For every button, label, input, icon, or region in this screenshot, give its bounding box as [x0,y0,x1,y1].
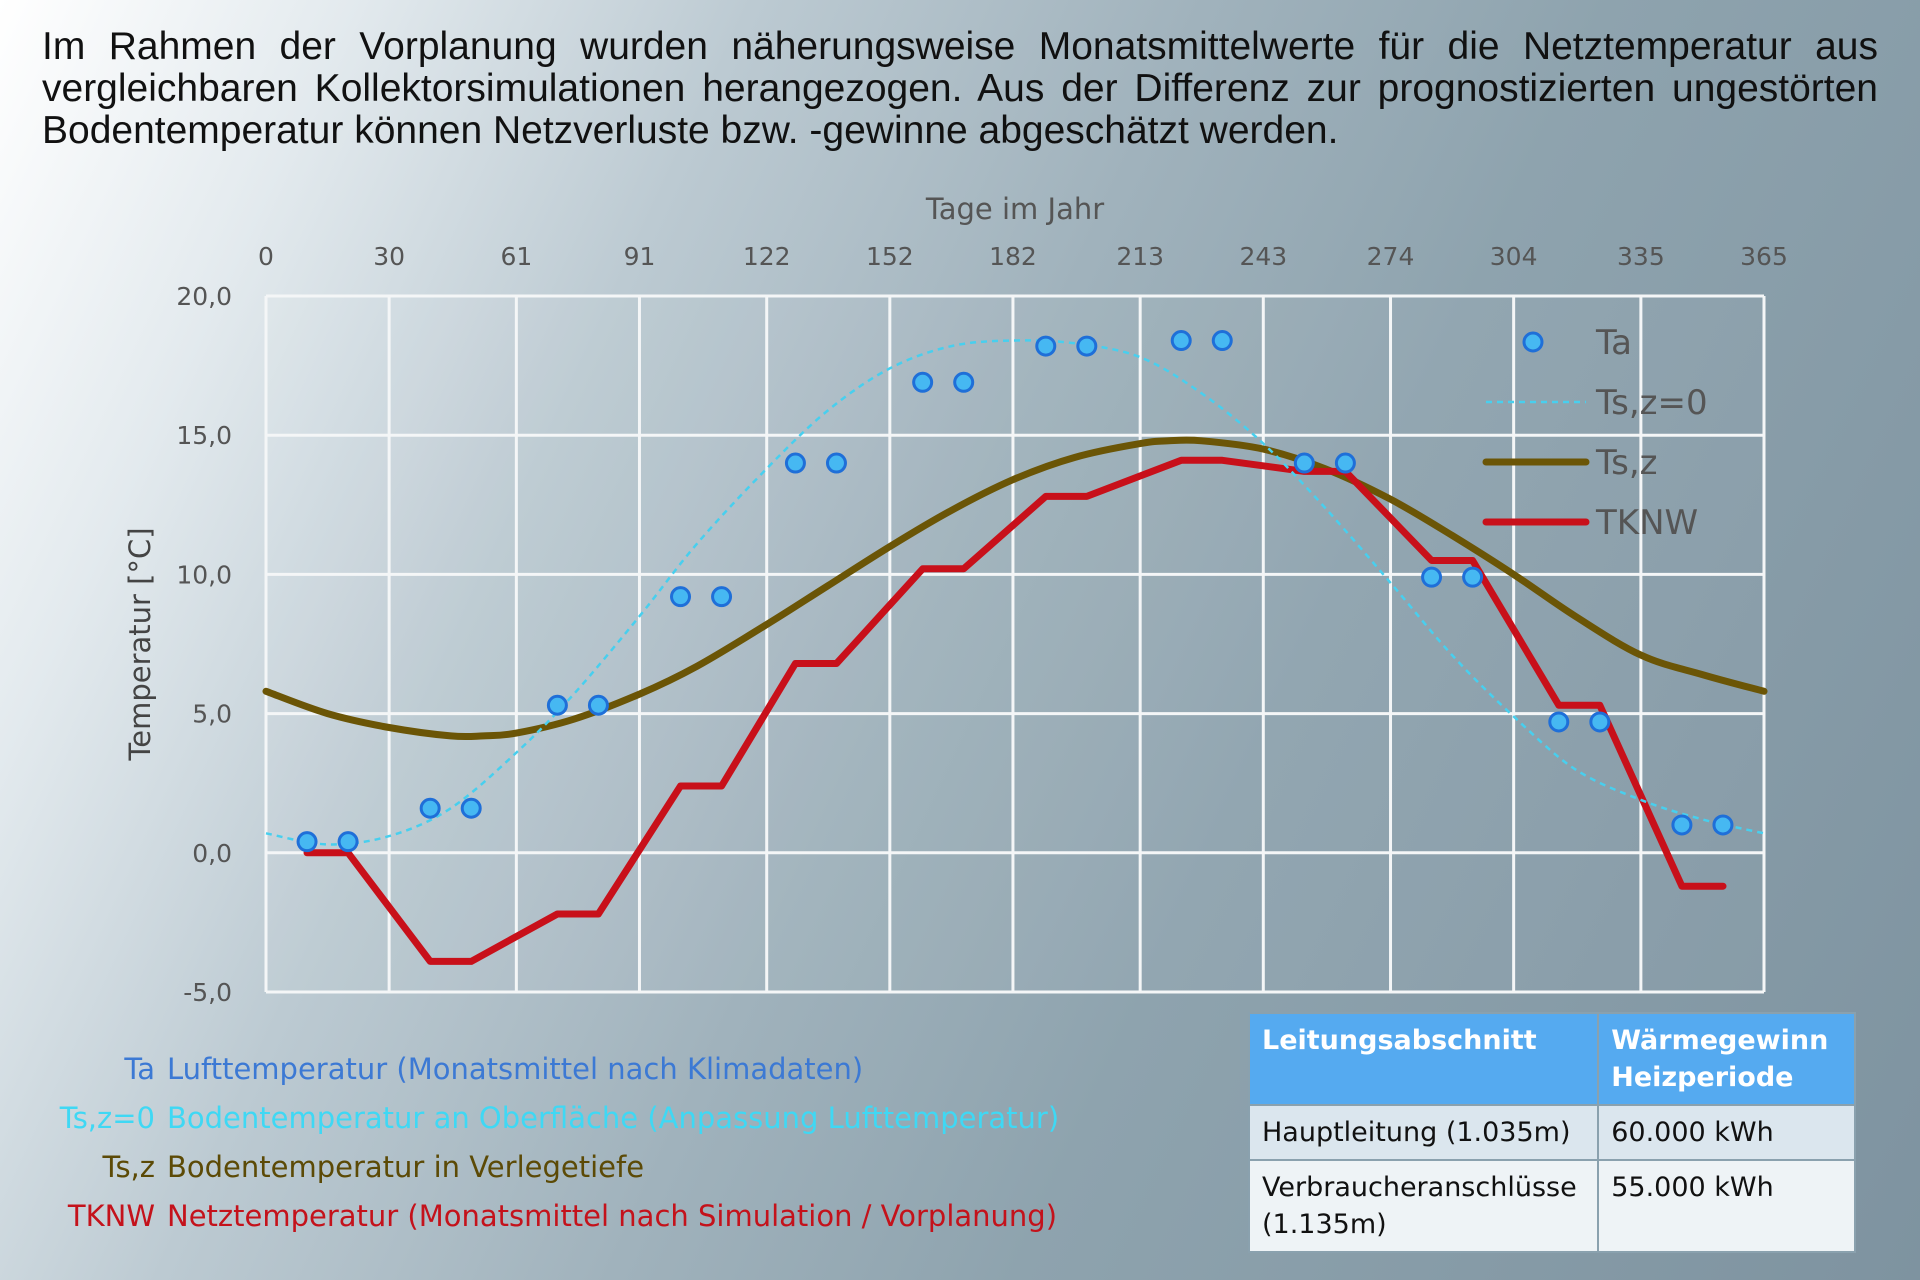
legend-label-tknw: TKNW [1595,503,1698,543]
x-axis-title: Tage im Jahr [925,192,1104,226]
grid [264,294,1766,994]
x-tick-label: 335 [1617,242,1665,271]
x-tick-label: 365 [1740,242,1788,271]
ta-point [1421,566,1443,588]
y-tick-label: 5,0 [192,700,232,729]
ta-point [912,371,934,393]
legend-label-tsz: Ts,z [1595,443,1658,483]
note-ta: Ta Lufttemperatur (Monatsmittel nach Kli… [0,1045,1059,1094]
x-tick-label: 304 [1490,242,1538,271]
legend-label-ts0: Ts,z=0 [1595,383,1708,423]
note-ts0-code: Ts,z=0 [59,1101,155,1135]
ta-point [784,452,806,474]
series-layer [262,330,1768,965]
table-cell-section: Verbraucheranschlüsse (1.135m) [1247,1159,1600,1253]
y-tick-label: 20,0 [176,282,232,311]
y-tick-label: -5,0 [183,978,232,1007]
table-header-row: Leitungsabschnitt Wärmegewinn Heizperiod… [1247,1012,1856,1106]
ta-point [1462,566,1484,588]
note-tknw-text: Netztemperatur (Monatsmittel nach Simula… [167,1199,1058,1233]
x-tick-label: 91 [624,242,656,271]
series-line-tsz [262,436,1768,741]
ta-point [296,831,318,853]
x-tick-label: 274 [1367,242,1415,271]
ta-point [1671,814,1693,836]
y-tick-label: 10,0 [176,560,232,589]
table-cell-section: Hauptleitung (1.035m) [1247,1104,1600,1161]
ta-point [460,797,482,819]
x-tick-label: 243 [1239,242,1287,271]
y-axis-title: Temperatur [°C] [123,527,157,761]
temperature-chart: Tage im Jahr Temperatur [°C] 0 30 61 91 122 1… [123,192,1788,1007]
intro-paragraph: Im Rahmen der Vorplanung wurden näherung… [42,25,1878,152]
note-tsz: Ts,z Bodentemperatur in Verlegetiefe [0,1143,1059,1192]
note-tsz-code: Ts,z [102,1150,155,1184]
ta-point [1076,335,1098,357]
x-tick-label: 122 [743,242,791,271]
note-ta-text: Lufttemperatur (Monatsmittel nach Klimad… [167,1052,864,1086]
series-line-ts0 [265,339,1765,846]
note-tknw-code: TKNW [67,1199,155,1233]
x-tick-label: 61 [500,242,532,271]
ta-point [953,371,975,393]
note-tknw: TKNW Netztemperatur (Monatsmittel nach S… [0,1192,1059,1241]
x-tick-label: 182 [989,242,1037,271]
series-descriptions: Ta Lufttemperatur (Monatsmittel nach Kli… [0,1045,1059,1241]
ta-point [546,694,568,716]
table-row: Hauptleitung (1.035m) 60.000 kWh [1247,1104,1856,1161]
y-tick-label: 0,0 [192,839,232,868]
table-cell-gain: 55.000 kWh [1597,1159,1856,1253]
x-tick-label: 30 [373,242,405,271]
note-ta-code: Ta [124,1052,155,1086]
heat-gain-table: Leitungsabschnitt Wärmegewinn Heizperiod… [1247,1012,1856,1253]
x-tick-label: 152 [866,242,914,271]
ta-point [1035,335,1057,357]
note-ts0: Ts,z=0 Bodentemperatur an Oberfläche (An… [0,1094,1059,1143]
ta-point [419,797,441,819]
ta-point [1548,711,1570,733]
series-line-tknw [303,456,1727,965]
x-tick-label: 0 [258,242,274,271]
axes: Tage im Jahr Temperatur [°C] 0 30 61 91 122 1… [123,192,1788,1007]
column-header-section: Leitungsabschnitt [1247,1012,1600,1106]
ta-point [1293,452,1315,474]
ta-point [337,831,359,853]
ta-point [587,694,609,716]
ta-point [1334,452,1356,474]
legend-label-ta: Ta [1595,323,1632,363]
chart-legend: Ta Ts,z=0 Ts,z TKNW [1482,323,1708,543]
ta-point [1170,330,1192,352]
table-cell-gain: 60.000 kWh [1597,1104,1856,1161]
legend-marker-ta [1522,331,1544,353]
ta-point [1211,330,1233,352]
table-row: Verbraucheranschlüsse (1.135m) 55.000 kW… [1247,1159,1856,1253]
x-tick-label: 213 [1116,242,1164,271]
column-header-gain: Wärmegewinn Heizperiode [1597,1012,1856,1106]
note-tsz-text: Bodentemperatur in Verlegetiefe [167,1150,645,1184]
y-tick-label: 15,0 [176,421,232,450]
ta-point [670,586,692,608]
ta-point [711,586,733,608]
ta-point [825,452,847,474]
note-ts0-text: Bodentemperatur an Oberfläche (Anpassung… [167,1101,1060,1135]
ta-point [1712,814,1734,836]
ta-point [1589,711,1611,733]
